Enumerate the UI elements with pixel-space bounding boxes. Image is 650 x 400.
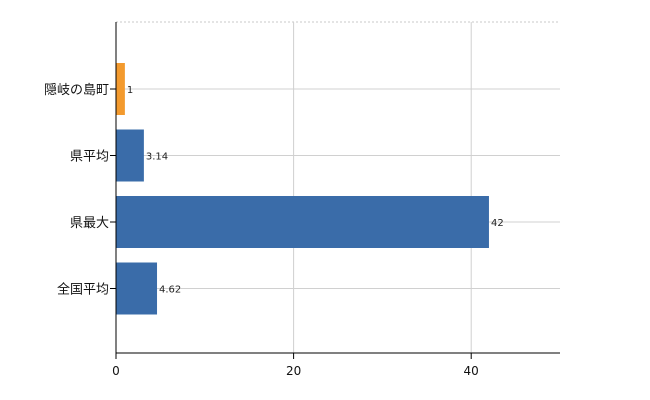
x-tick-label: 20 xyxy=(286,364,301,378)
x-tick-label: 0 xyxy=(112,364,120,378)
x-tick-label: 40 xyxy=(464,364,479,378)
bar xyxy=(116,63,125,115)
category-label: 隠岐の島町 xyxy=(44,83,109,98)
data-label: 42 xyxy=(491,218,504,229)
grid-lines xyxy=(116,21,560,353)
category-label: 県最大 xyxy=(70,216,109,231)
data-label: 4.62 xyxy=(159,285,181,296)
bar xyxy=(116,196,489,248)
category-label: 県平均 xyxy=(70,150,109,165)
category-label: 全国平均 xyxy=(57,282,109,298)
bars xyxy=(116,63,489,315)
axes xyxy=(115,22,560,354)
data-label: 1 xyxy=(127,85,133,96)
data-label: 3.14 xyxy=(146,152,168,163)
bar xyxy=(116,129,144,182)
bar xyxy=(116,262,158,315)
